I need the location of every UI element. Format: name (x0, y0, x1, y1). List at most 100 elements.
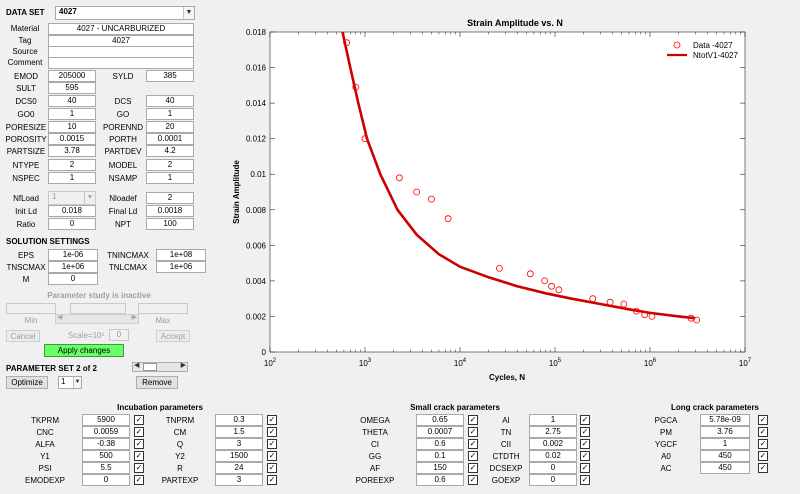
param-field[interactable]: 0 (529, 462, 577, 474)
chevron-down-icon[interactable]: ▼ (84, 192, 95, 204)
study-min-field[interactable] (6, 303, 56, 314)
tnscmax-field[interactable]: 1e+06 (48, 261, 98, 273)
param-checkbox[interactable]: ✓ (758, 451, 768, 461)
param-field[interactable]: 1 (48, 108, 96, 120)
param-checkbox[interactable]: ✓ (267, 427, 277, 437)
tnlcmax-field[interactable]: 1e+06 (156, 261, 206, 273)
cancel-button[interactable]: Cancel (6, 330, 40, 342)
param-field[interactable]: 1 (146, 108, 194, 120)
param-field[interactable]: 0.0015 (48, 133, 96, 145)
study-value-field[interactable] (70, 303, 126, 314)
param-field[interactable]: 3.76 (700, 426, 750, 438)
param-checkbox[interactable]: ✓ (580, 451, 590, 461)
param-checkbox[interactable]: ✓ (468, 451, 478, 461)
param-field[interactable]: 2 (48, 159, 96, 171)
param-field[interactable]: 0.65 (416, 414, 464, 426)
param-field[interactable]: 2.75 (529, 426, 577, 438)
param-checkbox[interactable]: ✓ (267, 475, 277, 485)
m-field[interactable]: 0 (48, 273, 98, 285)
data-set-dropdown[interactable]: 4027 ▼ (55, 6, 195, 20)
param-field[interactable]: 1500 (215, 450, 263, 462)
param-field[interactable]: 595 (48, 82, 96, 94)
comment-field[interactable] (48, 57, 194, 69)
param-field[interactable]: 3 (215, 438, 263, 450)
study-slider[interactable]: ◀ ▶ (55, 314, 139, 324)
param-field[interactable]: 1.5 (215, 426, 263, 438)
apply-changes-button[interactable]: Apply changes (44, 344, 124, 357)
study-max-field[interactable] (138, 303, 188, 314)
param-field[interactable]: 0.002 (529, 438, 577, 450)
chevron-left-icon[interactable]: ◀ (57, 314, 63, 321)
param-checkbox[interactable]: ✓ (267, 439, 277, 449)
param-field[interactable]: 2 (146, 159, 194, 171)
param-checkbox[interactable]: ✓ (267, 463, 277, 473)
param-field[interactable]: 500 (82, 450, 130, 462)
param-checkbox[interactable]: ✓ (758, 415, 768, 425)
accept-button[interactable]: Accept (156, 330, 190, 342)
param-field[interactable]: 0.0059 (82, 426, 130, 438)
param-checkbox[interactable]: ✓ (580, 475, 590, 485)
param-field[interactable]: 0.1 (416, 450, 464, 462)
param-field[interactable]: 0 (529, 474, 577, 486)
param-checkbox[interactable]: ✓ (580, 427, 590, 437)
param-field[interactable]: 450 (700, 450, 750, 462)
param-field[interactable]: 40 (146, 95, 194, 107)
param-checkbox[interactable]: ✓ (758, 463, 768, 473)
param-field[interactable]: 1 (146, 172, 194, 184)
param-checkbox[interactable]: ✓ (134, 475, 144, 485)
param-field[interactable]: 1 (529, 414, 577, 426)
chevron-down-icon[interactable]: ▼ (183, 7, 194, 19)
chevron-left-icon[interactable]: ◀ (134, 362, 140, 369)
param-field[interactable]: 0.6 (416, 474, 464, 486)
param-checkbox[interactable]: ✓ (468, 463, 478, 473)
param-checkbox[interactable]: ✓ (468, 415, 478, 425)
param-checkbox[interactable]: ✓ (758, 439, 768, 449)
param-field[interactable]: 1 (700, 438, 750, 450)
chevron-right-icon[interactable]: ▶ (180, 362, 186, 369)
param-checkbox[interactable]: ✓ (267, 451, 277, 461)
nfload-dropdown[interactable]: 1 ▼ (48, 191, 96, 205)
param-field[interactable]: 0.0007 (416, 426, 464, 438)
param-field[interactable]: -0.38 (82, 438, 130, 450)
nloadef-field[interactable]: 2 (146, 192, 194, 204)
param-field[interactable]: 0.02 (529, 450, 577, 462)
param-checkbox[interactable]: ✓ (468, 439, 478, 449)
chevron-right-icon[interactable]: ▶ (131, 314, 137, 321)
param-field[interactable]: 0 (82, 474, 130, 486)
param-field[interactable]: 0.6 (416, 438, 464, 450)
npt-field[interactable]: 100 (146, 218, 194, 230)
param-checkbox[interactable]: ✓ (468, 475, 478, 485)
param-field[interactable]: 10 (48, 121, 96, 133)
param-field[interactable]: 4.2 (146, 145, 194, 157)
param-checkbox[interactable]: ✓ (134, 439, 144, 449)
ratio-field[interactable]: 0 (48, 218, 96, 230)
param-field[interactable]: 5900 (82, 414, 130, 426)
param-field[interactable]: 205000 (48, 70, 96, 82)
scale-field[interactable]: 0 (109, 329, 129, 341)
param-field[interactable]: 0.3 (215, 414, 263, 426)
param-checkbox[interactable]: ✓ (580, 439, 590, 449)
param-checkbox[interactable]: ✓ (134, 427, 144, 437)
slider-thumb[interactable] (143, 363, 157, 371)
chevron-down-icon[interactable]: ▼ (73, 377, 81, 388)
param-checkbox[interactable]: ✓ (134, 451, 144, 461)
eps-field[interactable]: 1e-06 (48, 249, 98, 261)
param-field[interactable]: 450 (700, 462, 750, 474)
param-checkbox[interactable]: ✓ (580, 415, 590, 425)
param-field[interactable]: 385 (146, 70, 194, 82)
remove-button[interactable]: Remove (136, 376, 178, 389)
param-checkbox[interactable]: ✓ (267, 415, 277, 425)
tnincmax-field[interactable]: 1e+08 (156, 249, 206, 261)
param-field[interactable]: 20 (146, 121, 194, 133)
param-checkbox[interactable]: ✓ (134, 463, 144, 473)
param-checkbox[interactable]: ✓ (580, 463, 590, 473)
param-field[interactable]: 24 (215, 462, 263, 474)
param-field[interactable]: 0.0001 (146, 133, 194, 145)
param-field[interactable]: 5.78e-09 (700, 414, 750, 426)
param-field[interactable]: 5.5 (82, 462, 130, 474)
material-field[interactable]: 4027 - UNCARBURIZED (48, 23, 194, 35)
param-set-dropdown[interactable]: 1 ▼ (58, 376, 82, 389)
initld-field[interactable]: 0.018 (48, 205, 96, 217)
param-checkbox[interactable]: ✓ (468, 427, 478, 437)
param-field[interactable]: 3 (215, 474, 263, 486)
